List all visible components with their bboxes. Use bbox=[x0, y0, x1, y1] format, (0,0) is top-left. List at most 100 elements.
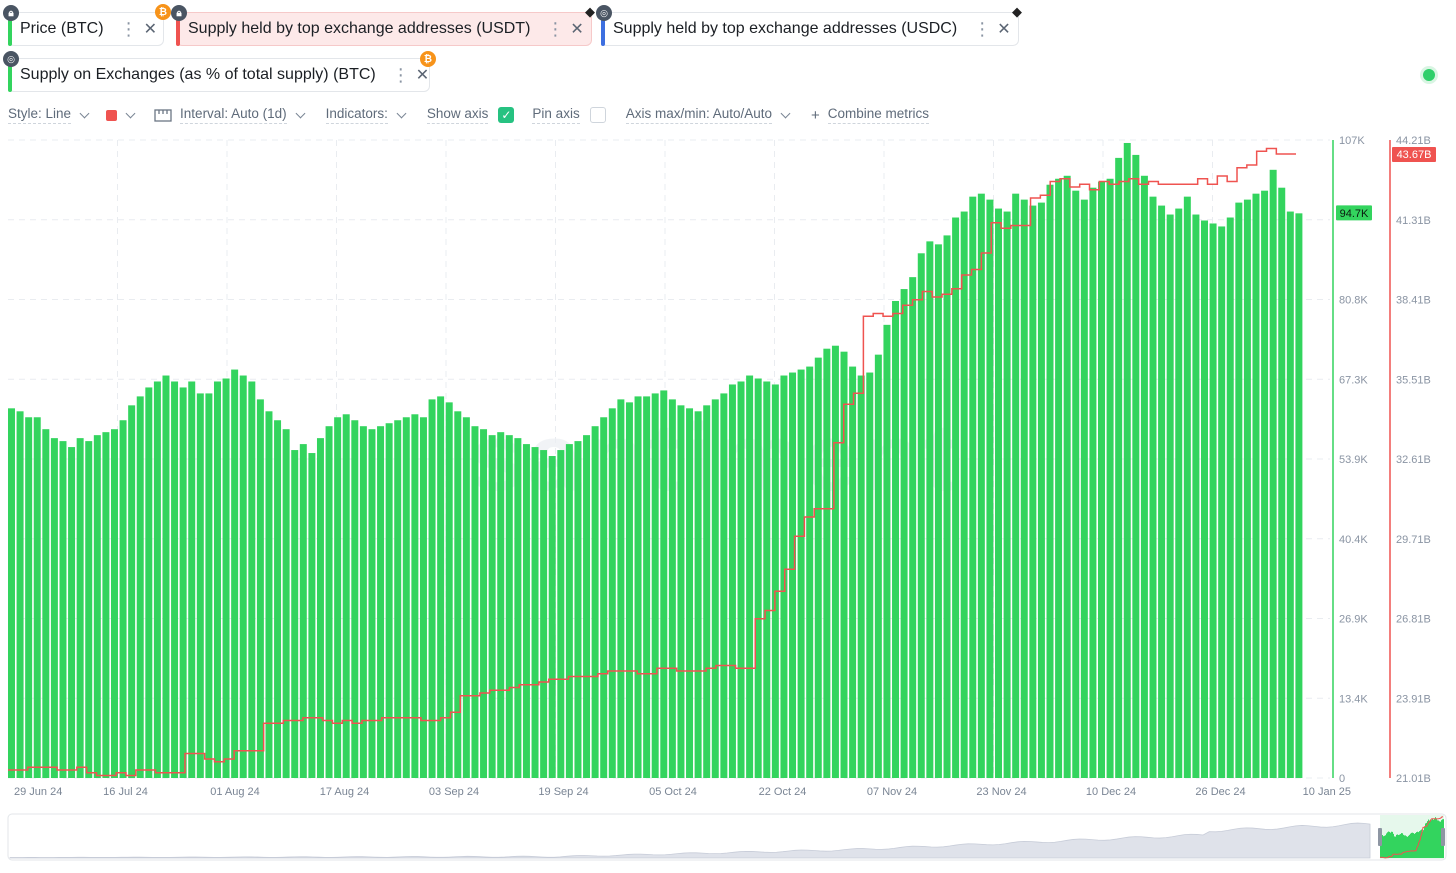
navigator-mini-bar bbox=[1413, 833, 1414, 858]
navigator-mini-bar bbox=[1440, 821, 1441, 858]
navigator-mini-bar bbox=[1380, 833, 1381, 858]
watermark-text: santiment bbox=[470, 404, 959, 511]
price-bar bbox=[952, 217, 960, 778]
show-axis-toggle[interactable]: Show axis ✓ bbox=[426, 106, 515, 124]
price-bar bbox=[522, 444, 530, 778]
color-picker[interactable] bbox=[106, 108, 136, 121]
price-bar bbox=[771, 384, 779, 778]
price-bar bbox=[909, 277, 917, 778]
close-icon[interactable]: ✕ bbox=[570, 21, 584, 38]
navigator-mini-bar bbox=[1407, 836, 1408, 858]
price-bar bbox=[583, 435, 591, 778]
navigator-mini-bar bbox=[1412, 832, 1413, 858]
navigator-mini-bar bbox=[1421, 829, 1422, 858]
navigator-mini-bar bbox=[1387, 832, 1388, 858]
price-bar bbox=[368, 429, 376, 778]
checkmark-icon[interactable]: ✓ bbox=[498, 107, 515, 123]
price-bar bbox=[711, 399, 719, 778]
navigator-mini-bar bbox=[1437, 820, 1438, 858]
navigator-mini-bar bbox=[1420, 830, 1421, 858]
price-bar bbox=[789, 372, 797, 778]
more-options-icon[interactable]: ⋮ bbox=[119, 18, 138, 39]
metric-chip-usdc[interactable]: Supply held by top exchange addresses (U… bbox=[601, 12, 1019, 46]
navigator-mini-bar bbox=[1426, 822, 1427, 858]
navigator-mini-bar bbox=[1417, 831, 1418, 858]
navigator-mini-bar bbox=[1383, 836, 1384, 858]
more-options-icon[interactable]: ⋮ bbox=[546, 18, 565, 39]
price-bar bbox=[694, 411, 702, 778]
navigator-mini-bar bbox=[1394, 836, 1395, 858]
eye-hidden-icon[interactable]: ◎ bbox=[3, 51, 19, 67]
navigator-mini-bar bbox=[1439, 821, 1440, 858]
navigator-mini-bar bbox=[1408, 835, 1409, 858]
price-bar bbox=[454, 411, 462, 778]
price-bar bbox=[462, 417, 470, 778]
close-icon[interactable]: ✕ bbox=[997, 21, 1011, 38]
price-bar bbox=[703, 405, 711, 778]
chevron-down-icon bbox=[396, 108, 407, 118]
style-dropdown[interactable]: Style: Line bbox=[8, 106, 90, 124]
current-usdt-badge bbox=[1392, 147, 1436, 163]
left-axis-tick: 53.9K bbox=[1339, 454, 1368, 466]
plus-icon: + bbox=[811, 106, 820, 124]
price-bar bbox=[256, 399, 264, 778]
interval-dropdown[interactable]: Interval: Auto (1d) bbox=[154, 106, 306, 124]
close-icon[interactable]: ✕ bbox=[415, 67, 430, 84]
price-bar bbox=[1286, 211, 1294, 779]
price-bar bbox=[93, 435, 101, 778]
price-bar bbox=[377, 426, 385, 778]
metric-chip-usdt[interactable]: Supply held by top exchange addresses (U… bbox=[176, 12, 592, 46]
axis-maxmin-dropdown[interactable]: Axis max/min: Auto/Auto bbox=[625, 106, 791, 124]
price-bar bbox=[316, 438, 324, 778]
price-bar bbox=[1098, 181, 1105, 779]
close-icon[interactable]: ✕ bbox=[143, 21, 157, 38]
navigator-mini-bar bbox=[1443, 819, 1444, 858]
pin-axis-checkbox[interactable] bbox=[589, 107, 606, 123]
left-axis-tick: 40.4K bbox=[1339, 534, 1368, 546]
series-color-bar bbox=[601, 19, 605, 46]
current-usdt-label: 43.67B bbox=[1397, 149, 1432, 161]
price-bar bbox=[1201, 220, 1208, 778]
price-bar bbox=[505, 435, 513, 778]
price-bar bbox=[1012, 193, 1020, 778]
price-bar bbox=[110, 429, 118, 778]
navigator-mini-bar bbox=[1385, 835, 1386, 858]
price-bar bbox=[1132, 154, 1140, 778]
navigator-mini-bar bbox=[1436, 818, 1437, 858]
more-options-icon[interactable]: ⋮ bbox=[391, 64, 410, 85]
combine-metrics-button[interactable]: + Combine metrics bbox=[811, 106, 930, 124]
show-axis-label: Show axis bbox=[426, 106, 489, 124]
navigator-mini-bar bbox=[1423, 830, 1424, 858]
price-bar bbox=[857, 375, 865, 778]
price-bar bbox=[900, 289, 908, 778]
eye-hidden-icon[interactable]: ◎ bbox=[596, 5, 612, 21]
current-price-label: 94.7K bbox=[1340, 208, 1369, 220]
price-bar bbox=[299, 444, 307, 778]
metric-chip-supply-on-exchanges[interactable]: Supply on Exchanges (as % of total suppl… bbox=[8, 58, 430, 92]
left-axis-tick: 107K bbox=[1339, 135, 1365, 147]
pin-axis-toggle[interactable]: Pin axis bbox=[532, 106, 606, 124]
x-axis-tick: 03 Sep 24 bbox=[429, 786, 479, 798]
indicators-dropdown[interactable]: Indicators: bbox=[325, 106, 407, 124]
navigator-mini-bar bbox=[1392, 831, 1393, 858]
x-axis-tick: 19 Sep 24 bbox=[538, 786, 588, 798]
pin-axis-label: Pin axis bbox=[532, 106, 580, 124]
price-bar bbox=[565, 444, 573, 778]
chevron-down-icon bbox=[295, 108, 306, 118]
metric-chip-price-btc[interactable]: Price (BTC) ⋮ ✕ bbox=[8, 12, 164, 46]
price-bar bbox=[471, 426, 479, 778]
price-bar bbox=[651, 393, 659, 778]
price-bar bbox=[960, 211, 968, 779]
price-bar bbox=[557, 450, 565, 778]
navigator-mini-bar bbox=[1425, 823, 1426, 858]
price-bar bbox=[917, 253, 925, 778]
price-bar bbox=[840, 351, 848, 778]
more-options-icon[interactable]: ⋮ bbox=[973, 18, 992, 39]
axis-maxmin-label: Axis max/min: Auto/Auto bbox=[625, 106, 773, 124]
price-bar bbox=[720, 393, 728, 778]
price-bar bbox=[874, 354, 882, 778]
price-bar bbox=[59, 441, 67, 778]
price-bar bbox=[394, 420, 402, 778]
price-bar bbox=[445, 402, 453, 778]
